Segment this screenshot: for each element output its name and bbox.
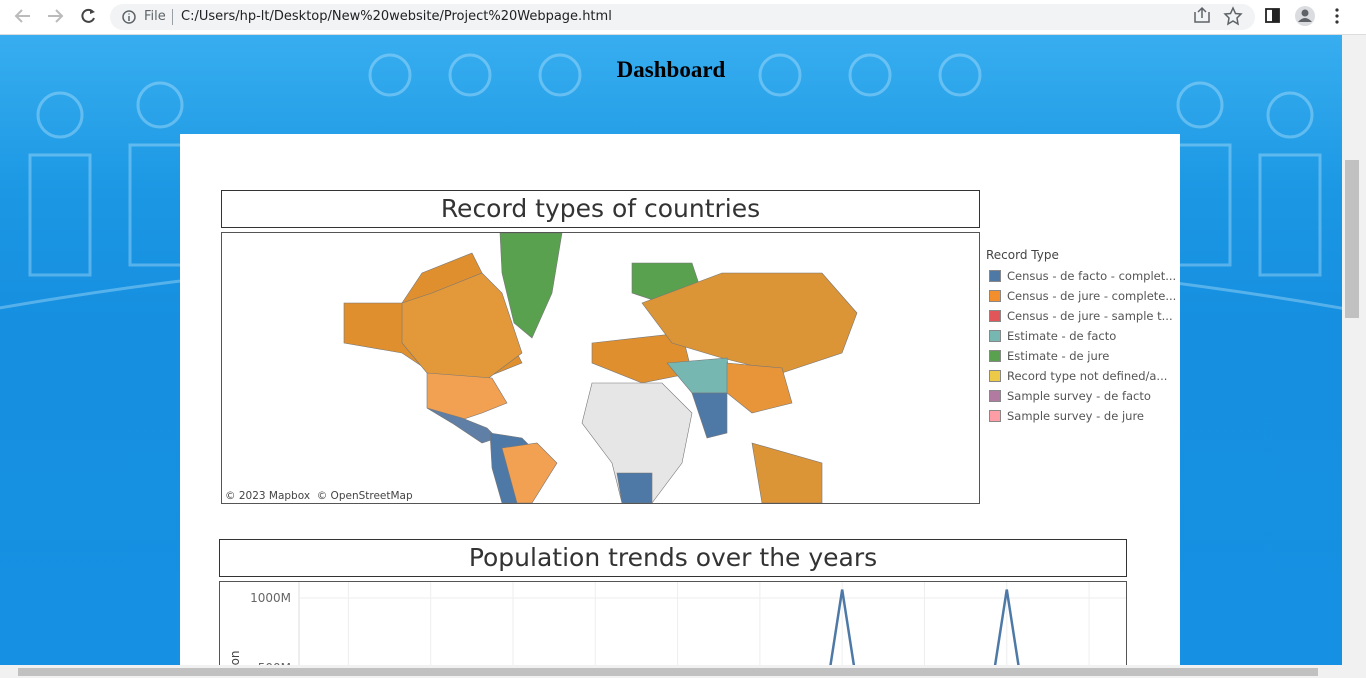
scroll-thumb[interactable] bbox=[18, 668, 1318, 676]
y-axis-label: Population bbox=[228, 650, 242, 665]
menu-dot[interactable] bbox=[1335, 20, 1339, 24]
scroll-thumb[interactable] bbox=[1345, 160, 1359, 318]
legend-swatch bbox=[989, 370, 1001, 382]
back-button[interactable] bbox=[14, 9, 30, 23]
share-button[interactable] bbox=[1194, 6, 1210, 23]
page-title: Dashboard bbox=[616, 57, 726, 82]
legend-label: Sample survey - de facto bbox=[1007, 389, 1151, 403]
profile-head bbox=[1301, 9, 1309, 17]
reload-arrow bbox=[90, 9, 95, 14]
legend-swatch bbox=[989, 390, 1001, 402]
legend-label: Census - de jure - complete... bbox=[1007, 289, 1177, 303]
menu-dot[interactable] bbox=[1335, 14, 1339, 18]
horizontal-scrollbar[interactable] bbox=[0, 665, 1366, 678]
menu-dot[interactable] bbox=[1335, 8, 1339, 12]
y-tick-label: 1000M bbox=[250, 591, 291, 605]
nav-buttons bbox=[14, 8, 95, 23]
legend-label: Estimate - de facto bbox=[1007, 329, 1117, 343]
legend-swatch bbox=[989, 270, 1001, 282]
legend-item[interactable]: Census - de facto - complet... bbox=[986, 266, 1176, 286]
legend-swatch bbox=[989, 330, 1001, 342]
bookmark-button[interactable] bbox=[1223, 6, 1243, 26]
info-icon[interactable] bbox=[119, 7, 139, 27]
legend-label: Record type not defined/a... bbox=[1007, 369, 1168, 383]
address-bar[interactable]: File C:/Users/hp-lt/Desktop/New%20websit… bbox=[110, 4, 1255, 30]
legend-item[interactable]: Estimate - de facto bbox=[986, 326, 1176, 346]
legend-item[interactable]: Estimate - de jure bbox=[986, 346, 1176, 366]
profile-body bbox=[1298, 18, 1312, 22]
legend-swatch bbox=[989, 350, 1001, 362]
legend-label: Census - de facto - complet... bbox=[1007, 269, 1177, 283]
separator bbox=[172, 9, 173, 25]
browser-toolbar: File C:/Users/hp-lt/Desktop/New%20websit… bbox=[0, 0, 1366, 35]
legend-title: Record Type bbox=[986, 248, 1059, 262]
world-map bbox=[343, 233, 858, 503]
page-viewport: Dashboard Record types of countries © 20… bbox=[0, 35, 1342, 665]
legend-item[interactable]: Census - de jure - sample t... bbox=[986, 306, 1176, 326]
scheme: File bbox=[144, 9, 166, 24]
vertical-scrollbar[interactable] bbox=[1342, 35, 1366, 665]
map-title: Record types of countries bbox=[221, 190, 980, 228]
legend-swatch bbox=[989, 310, 1001, 322]
legend-label: Sample survey - de jure bbox=[1007, 409, 1144, 423]
line-chart: 500M 1000M Population bbox=[228, 582, 1126, 665]
dashboard-panel: Record types of countries © 2023 Mapbox … bbox=[180, 134, 1180, 665]
map-frame: © 2023 Mapbox © OpenStreetMap bbox=[221, 232, 980, 504]
chart-title: Population trends over the years bbox=[219, 539, 1127, 577]
y-tick-label: 500M bbox=[258, 661, 291, 665]
legend-swatch bbox=[989, 290, 1001, 302]
legend-item[interactable]: Sample survey - de jure bbox=[986, 406, 1176, 426]
legend-item[interactable]: Sample survey - de facto bbox=[986, 386, 1176, 406]
legend-label: Census - de jure - sample t... bbox=[1007, 309, 1173, 323]
legend-label: Estimate - de jure bbox=[1007, 349, 1110, 363]
toolbar-icons bbox=[1194, 6, 1339, 26]
chart-frame: 500M 1000M Population bbox=[219, 581, 1127, 665]
line-series bbox=[829, 589, 1020, 665]
reload-button[interactable] bbox=[81, 8, 95, 23]
map-legend: Record Type Census - de facto - complet.… bbox=[986, 248, 1176, 426]
url: C:/Users/hp-lt/Desktop/New%20website/Pro… bbox=[181, 9, 612, 24]
legend-item[interactable]: Record type not defined/a... bbox=[986, 366, 1176, 386]
sidebar-fill bbox=[1272, 9, 1279, 22]
map-attribution: © 2023 Mapbox © OpenStreetMap bbox=[225, 490, 413, 502]
legend-item[interactable]: Census - de jure - complete... bbox=[986, 286, 1176, 306]
legend-swatch bbox=[989, 410, 1001, 422]
forward-button[interactable] bbox=[48, 9, 64, 23]
